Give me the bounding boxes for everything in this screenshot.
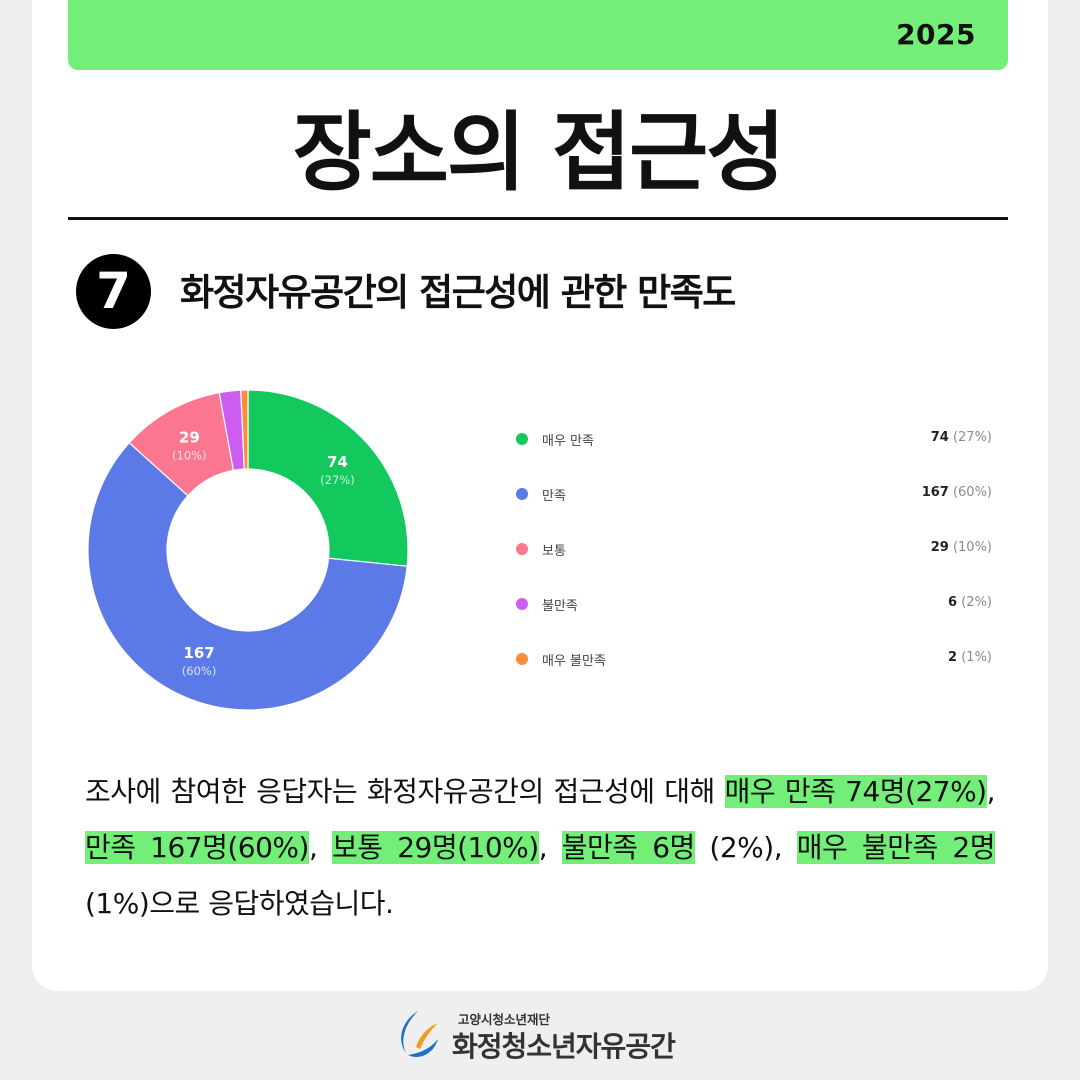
chart-legend: 매우 만족 74 (27%) 만족 167 (60%) 보통 29 (10%) 불만족 6 (… [516, 411, 992, 686]
description-paragraph: 조사에 참여한 응답자는 화정자유공간의 접근성에 대해 매우 만족 74명(2… [85, 764, 996, 932]
legend-percent: (60%) [948, 485, 992, 500]
legend-dot-icon [516, 598, 528, 610]
highlight-neutral: 보통 29명(10%) [332, 831, 539, 864]
description-text: (1%)으로 응답하였습니다. [85, 887, 394, 920]
footer-space-name: 화정청소년자유공간 [452, 1030, 676, 1063]
legend-dot-icon [516, 543, 528, 555]
legend-label: 매우 만족 [542, 434, 594, 449]
legend-count: 2 [948, 650, 958, 665]
legend-item-satisfied: 만족 167 (60%) [516, 466, 992, 521]
footer-organization: 고양시청소년재단 [458, 1012, 551, 1027]
legend-count: 74 [930, 430, 949, 445]
donut-labels: 74 (27%) 167 (60%) 29 (10%) [172, 429, 355, 678]
legend-count: 6 [948, 595, 958, 610]
question-title: 화정자유공간의 접근성에 관한 만족도 [180, 271, 736, 314]
foundation-logo-icon [401, 1011, 438, 1058]
description-text: , [986, 775, 996, 808]
legend-value: 2 (1%) [948, 650, 992, 665]
slice-value-label: 167 [183, 644, 214, 662]
legend-value: 74 (27%) [931, 430, 992, 445]
legend-label: 불만족 [542, 599, 578, 614]
legend-count: 29 [930, 540, 949, 555]
title-divider [68, 217, 1008, 220]
slice-value-label: 29 [179, 429, 200, 447]
highlight-satisfied: 만족 167명(60%) [85, 831, 309, 864]
page-title: 장소의 접근성 [292, 103, 786, 203]
content-card [32, 0, 1048, 991]
highlight-dissatisfied: 불만족 6명 [561, 831, 695, 864]
legend-label: 만족 [542, 489, 566, 504]
highlight-very-satisfied: 매우 만족 74명(27%) [724, 775, 987, 808]
donut-chart: 74 (27%) 167 (60%) 29 (10%) [87, 389, 409, 711]
year-label: 2025 [896, 18, 976, 51]
slice-percent-label: (10%) [172, 449, 207, 463]
footer-logo: 고양시청소년재단 화정청소년자유공간 [390, 1005, 710, 1065]
legend-percent: (10%) [948, 540, 992, 555]
legend-percent: (27%) [948, 430, 992, 445]
legend-item-very-dissatisfied: 매우 불만족 2 (1%) [516, 631, 992, 686]
year-banner: 2025 [68, 0, 1008, 70]
description-text: (2%), [694, 831, 797, 864]
legend-item-neutral: 보통 29 (10%) [516, 521, 992, 576]
legend-dot-icon [516, 433, 528, 445]
legend-label: 보통 [542, 544, 566, 559]
legend-dot-icon [516, 653, 528, 665]
slice-very-satisfied [247, 389, 409, 567]
highlight-very-dissatisfied: 매우 불만족 2명 [796, 831, 995, 864]
legend-label: 매우 불만족 [542, 654, 606, 669]
donut-slices [87, 389, 409, 711]
legend-percent: (1%) [957, 650, 992, 665]
legend-value: 6 (2%) [948, 595, 992, 610]
legend-value: 167 (60%) [922, 485, 992, 500]
legend-item-dissatisfied: 불만족 6 (2%) [516, 576, 992, 631]
legend-count: 167 [921, 485, 949, 500]
legend-item-very-satisfied: 매우 만족 74 (27%) [516, 411, 992, 466]
description-text: , [308, 831, 333, 864]
legend-percent: (2%) [957, 595, 992, 610]
question-number-badge: 7 [76, 254, 151, 329]
description-text: , [538, 831, 562, 864]
legend-value: 29 (10%) [931, 540, 992, 555]
slice-percent-label: (60%) [182, 664, 217, 678]
slice-percent-label: (27%) [320, 473, 355, 487]
legend-dot-icon [516, 488, 528, 500]
slice-satisfied [87, 441, 408, 711]
description-text: 조사에 참여한 응답자는 화정자유공간의 접근성에 대해 [85, 775, 725, 808]
slice-value-label: 74 [327, 453, 348, 471]
slice-very-dissatisfied [240, 389, 249, 470]
